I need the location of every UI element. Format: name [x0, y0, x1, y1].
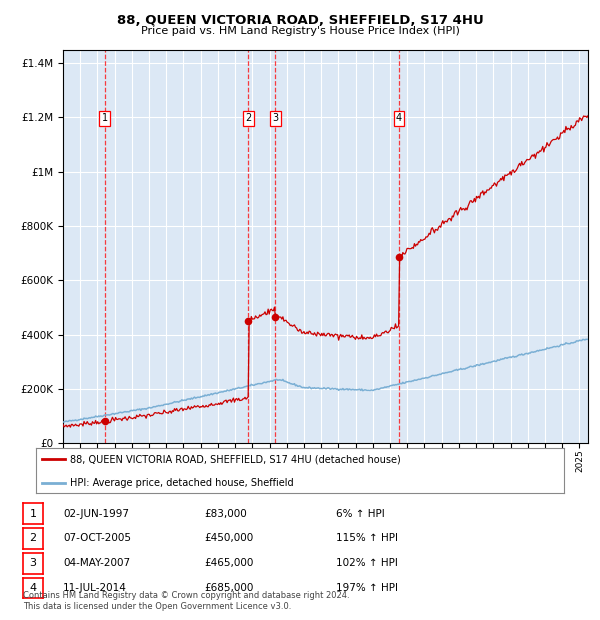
- Text: 07-OCT-2005: 07-OCT-2005: [63, 533, 131, 544]
- Text: £465,000: £465,000: [204, 558, 253, 569]
- Text: 1: 1: [29, 508, 37, 519]
- Text: £450,000: £450,000: [204, 533, 253, 544]
- Text: 3: 3: [29, 558, 37, 569]
- Text: 4: 4: [29, 583, 37, 593]
- Text: 2: 2: [29, 533, 37, 544]
- Text: 88, QUEEN VICTORIA ROAD, SHEFFIELD, S17 4HU (detached house): 88, QUEEN VICTORIA ROAD, SHEFFIELD, S17 …: [70, 454, 401, 464]
- Text: Contains HM Land Registry data © Crown copyright and database right 2024.
This d: Contains HM Land Registry data © Crown c…: [23, 591, 349, 611]
- Text: 11-JUL-2014: 11-JUL-2014: [63, 583, 127, 593]
- Text: 115% ↑ HPI: 115% ↑ HPI: [336, 533, 398, 544]
- Text: 04-MAY-2007: 04-MAY-2007: [63, 558, 130, 569]
- Text: HPI: Average price, detached house, Sheffield: HPI: Average price, detached house, Shef…: [70, 478, 294, 488]
- Text: 2: 2: [245, 113, 251, 123]
- Text: Price paid vs. HM Land Registry's House Price Index (HPI): Price paid vs. HM Land Registry's House …: [140, 26, 460, 36]
- Text: 02-JUN-1997: 02-JUN-1997: [63, 508, 129, 519]
- Text: 4: 4: [396, 113, 402, 123]
- Text: 88, QUEEN VICTORIA ROAD, SHEFFIELD, S17 4HU: 88, QUEEN VICTORIA ROAD, SHEFFIELD, S17 …: [116, 14, 484, 27]
- Text: 6% ↑ HPI: 6% ↑ HPI: [336, 508, 385, 519]
- Text: £83,000: £83,000: [204, 508, 247, 519]
- Text: 1: 1: [101, 113, 108, 123]
- Text: 3: 3: [272, 113, 278, 123]
- Text: 197% ↑ HPI: 197% ↑ HPI: [336, 583, 398, 593]
- Text: £685,000: £685,000: [204, 583, 253, 593]
- Text: 102% ↑ HPI: 102% ↑ HPI: [336, 558, 398, 569]
